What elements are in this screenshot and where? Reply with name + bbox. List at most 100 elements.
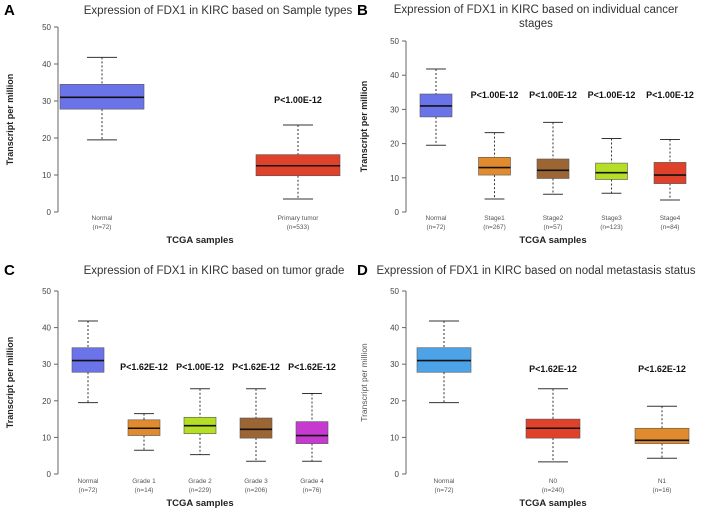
x-tick-label: Grade 1	[132, 478, 156, 485]
p-value-annotation: P<1.00E-12	[471, 90, 519, 100]
box-stage3: Stage3 (n=123) P<1.00E-12	[588, 90, 636, 231]
box-stage2: Stage2 (n=57) P<1.00E-12	[529, 90, 577, 231]
y-tick-label: 40	[42, 324, 51, 333]
y-tick-label: 30	[390, 360, 399, 369]
title-line: Expression of FDX1 in KIRC based on indi…	[394, 4, 679, 16]
y-tick-label: 50	[42, 23, 51, 32]
y-tick-label: 10	[390, 433, 399, 442]
p-value-annotation: P<1.62E-12	[120, 362, 168, 372]
y-tick-label: 20	[390, 140, 399, 149]
y-tick-label: 20	[390, 397, 399, 406]
y-axis-label: Transcript per million	[359, 343, 369, 422]
sample-count: (n=72)	[79, 487, 98, 494]
y-tick-label: 0	[47, 208, 52, 217]
y-tick-label: 40	[42, 60, 51, 69]
iqr-box	[239, 417, 273, 439]
x-axis-label: TCGA samples	[166, 498, 233, 509]
box-grade-2: Grade 2 (n=229) P<1.00E-12	[176, 362, 224, 494]
box-grade-3: Grade 3 (n=206) P<1.62E-12	[232, 362, 280, 494]
y-tick-label: 30	[42, 97, 51, 106]
p-value-annotation: P<1.00E-12	[588, 90, 636, 100]
p-value-annotation: P<1.62E-12	[288, 362, 336, 372]
x-axis-label: TCGA samples	[519, 235, 586, 246]
box-grade-4: Grade 4 (n=76) P<1.62E-12	[288, 362, 336, 494]
box-normal: Normal (n=72)	[59, 56, 145, 231]
panel-b: B Expression of FDX1 in KIRC based on ind…	[357, 2, 694, 246]
y-axis-label: Transcript per million	[5, 337, 15, 429]
p-value-annotation: P<1.00E-12	[529, 90, 577, 100]
x-tick-label: Stage3	[601, 215, 622, 222]
iqr-box	[595, 162, 628, 180]
sample-count: (n=72)	[93, 224, 112, 231]
y-axis-label: Transcript per million	[5, 74, 15, 166]
p-value-annotation: P<1.00E-12	[646, 90, 694, 100]
y-tick-label: 40	[390, 71, 399, 80]
y-tick-label: 30	[390, 105, 399, 114]
sample-count: (n=229)	[189, 487, 212, 494]
box-stage1: Stage1 (n=267) P<1.00E-12	[471, 90, 519, 231]
panel-label: A	[4, 2, 15, 19]
y-tick-label: 0	[47, 470, 52, 479]
sample-count: (n=16)	[653, 487, 672, 494]
iqr-box	[653, 162, 687, 184]
y-tick-label: 0	[395, 470, 400, 479]
panel-label: C	[4, 262, 15, 279]
x-tick-label: Grade 3	[244, 478, 268, 485]
box-grade-1: Grade 1 (n=14) P<1.62E-12	[120, 362, 168, 494]
box-normal: Normal (n=72)	[71, 320, 105, 494]
box-stage4: Stage4 (n=84) P<1.00E-12	[646, 90, 694, 231]
y-tick-label: 10	[42, 433, 51, 442]
x-tick-label: Primary tumor	[278, 215, 320, 222]
x-tick-label: Normal	[434, 478, 456, 485]
chart-title: Expression of FDX1 in KIRC based on Samp…	[84, 5, 353, 17]
panel-label: B	[357, 2, 368, 19]
y-tick-label: 50	[42, 287, 51, 296]
x-tick-label: Stage1	[484, 215, 505, 222]
panel-a: A Expression of FDX1 in KIRC based on Sam…	[4, 2, 352, 246]
y-axis-label: Transcript per million	[359, 81, 369, 173]
x-tick-label: Normal	[78, 478, 100, 485]
box-normal: Normal (n=72)	[419, 68, 453, 231]
x-tick-label: N0	[549, 478, 558, 485]
box-n0: N0 (n=240) P<1.62E-12	[525, 364, 581, 494]
y-tick-label: 50	[390, 287, 399, 296]
p-value-annotation: P<1.62E-12	[638, 364, 686, 374]
y-tick-label: 10	[390, 174, 399, 183]
chart-title: Expression of FDX1 in KIRC based on tumo…	[84, 265, 345, 277]
p-value-annotation: P<1.62E-12	[232, 362, 280, 372]
x-tick-label: N1	[658, 478, 667, 485]
box-n1: N1 (n=16) P<1.62E-12	[634, 364, 690, 494]
p-value-annotation: P<1.62E-12	[529, 364, 577, 374]
panel-label: D	[357, 262, 368, 279]
sample-count: (n=206)	[245, 487, 268, 494]
x-tick-label: Stage4	[660, 215, 681, 222]
box-normal: Normal (n=72)	[416, 320, 472, 494]
p-value-annotation: P<1.00E-12	[176, 362, 224, 372]
iqr-box	[536, 158, 570, 179]
x-tick-label: Stage2	[543, 215, 564, 222]
chart-title: Expression of FDX1 in KIRC based on indi…	[394, 4, 679, 30]
y-tick-label: 20	[42, 397, 51, 406]
iqr-box	[634, 427, 690, 444]
sample-count: (n=72)	[427, 224, 446, 231]
sample-count: (n=533)	[287, 224, 310, 231]
panel-c: C Expression of FDX1 in KIRC based on tum…	[4, 262, 344, 509]
x-tick-label: Normal	[92, 215, 114, 222]
sample-count: (n=267)	[483, 224, 506, 231]
x-tick-label: Grade 2	[188, 478, 212, 485]
y-tick-label: 40	[390, 324, 399, 333]
x-axis-label: TCGA samples	[519, 498, 586, 509]
sample-count: (n=84)	[661, 224, 680, 231]
x-tick-label: Normal	[426, 215, 448, 222]
iqr-box	[478, 156, 511, 176]
sample-count: (n=76)	[303, 487, 322, 494]
sample-count: (n=57)	[544, 224, 563, 231]
y-tick-label: 30	[42, 360, 51, 369]
iqr-box	[295, 421, 329, 444]
sample-count: (n=123)	[600, 224, 623, 231]
box-primary-tumor: Primary tumor (n=533) P<1.00E-12	[255, 95, 341, 231]
y-tick-label: 50	[390, 37, 399, 46]
sample-count: (n=14)	[135, 487, 154, 494]
p-value-annotation: P<1.00E-12	[274, 95, 322, 105]
chart-title: Expression of FDX1 in KIRC based on noda…	[377, 265, 696, 277]
